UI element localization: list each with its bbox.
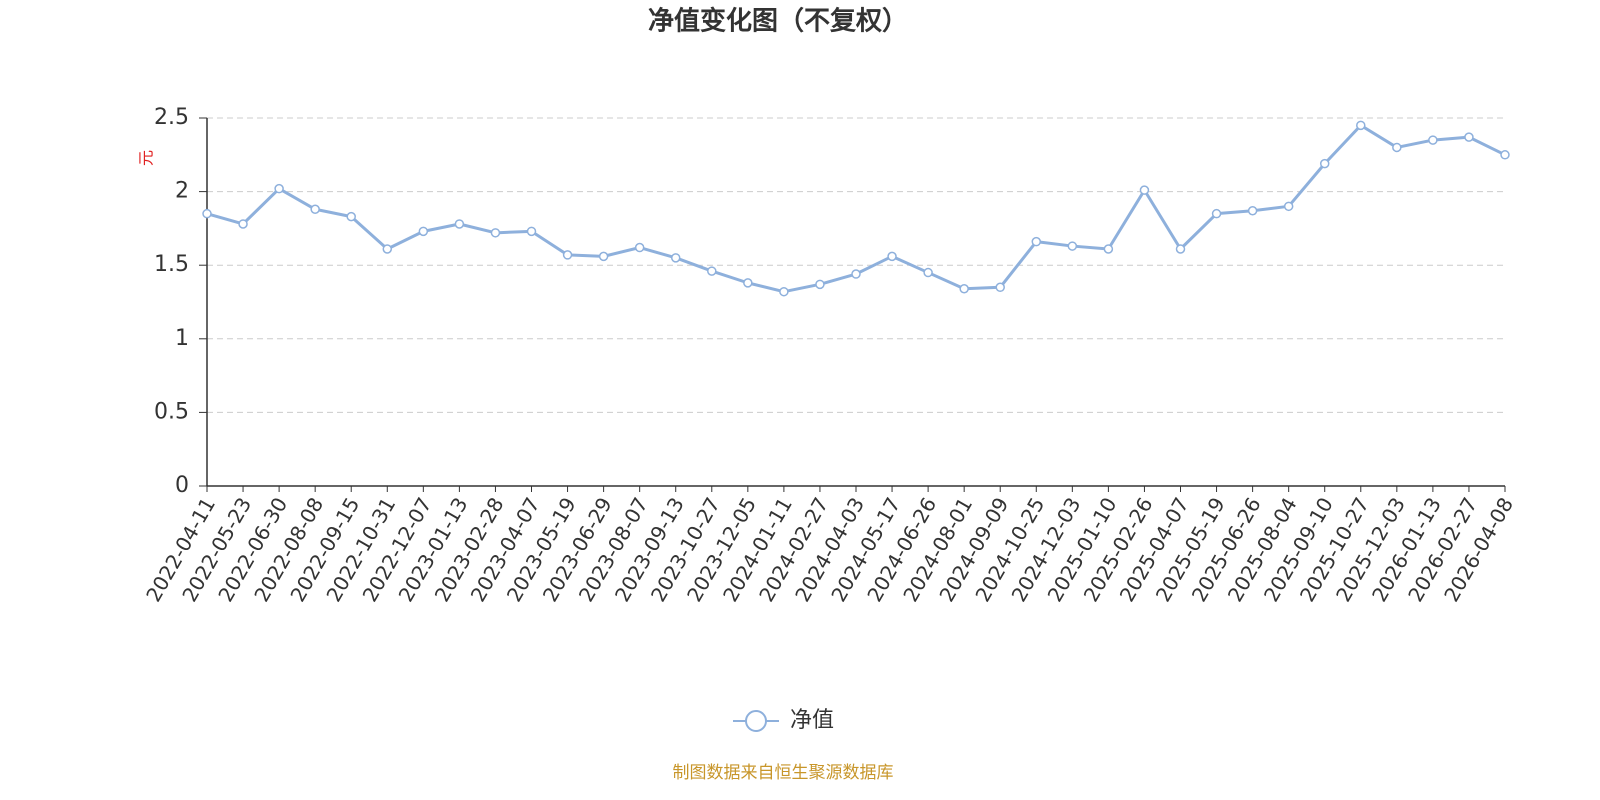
y-tick-label: 0.5 (154, 399, 189, 424)
point (1139, 185, 1150, 195)
point (923, 267, 933, 278)
point (346, 211, 356, 222)
point (1428, 135, 1438, 145)
source-note: 制图数据来自恒生聚源数据库 (673, 763, 894, 783)
point (1392, 142, 1402, 153)
point (382, 244, 393, 254)
point (526, 226, 537, 237)
point (707, 266, 717, 276)
point (634, 242, 645, 253)
point (1031, 236, 1042, 247)
y-axis-label: 元 (137, 150, 156, 166)
point (779, 286, 789, 297)
point (670, 253, 681, 263)
point (995, 282, 1005, 293)
point (310, 204, 320, 215)
y-tick-label: 1.5 (154, 252, 189, 277)
y-tick-label: 0 (175, 473, 189, 498)
point (851, 269, 861, 279)
legend-marker (745, 710, 767, 732)
point (1283, 201, 1294, 212)
point (1464, 132, 1474, 142)
point (1500, 150, 1510, 160)
point (1067, 241, 1078, 251)
point (598, 251, 609, 262)
chart-title: 净值变化图（不复权） (648, 6, 908, 37)
point (743, 278, 753, 288)
point (815, 279, 825, 290)
point (887, 251, 897, 262)
point (1247, 205, 1258, 216)
point (1211, 208, 1222, 219)
y-tick-label: 2.5 (154, 105, 189, 130)
series-line (206, 123, 1506, 294)
point (418, 226, 429, 237)
y-tick-label: 2 (175, 179, 189, 204)
point (562, 250, 573, 260)
point (202, 208, 212, 219)
point (1175, 244, 1186, 254)
point (274, 183, 284, 194)
point (1103, 244, 1114, 254)
y-tick-label: 1 (175, 326, 189, 351)
legend-label[interactable]: 净值 (790, 708, 834, 733)
point (959, 284, 969, 294)
point (490, 228, 501, 238)
point (454, 219, 465, 229)
point (1319, 158, 1330, 169)
point (1356, 120, 1366, 131)
point (238, 219, 248, 229)
